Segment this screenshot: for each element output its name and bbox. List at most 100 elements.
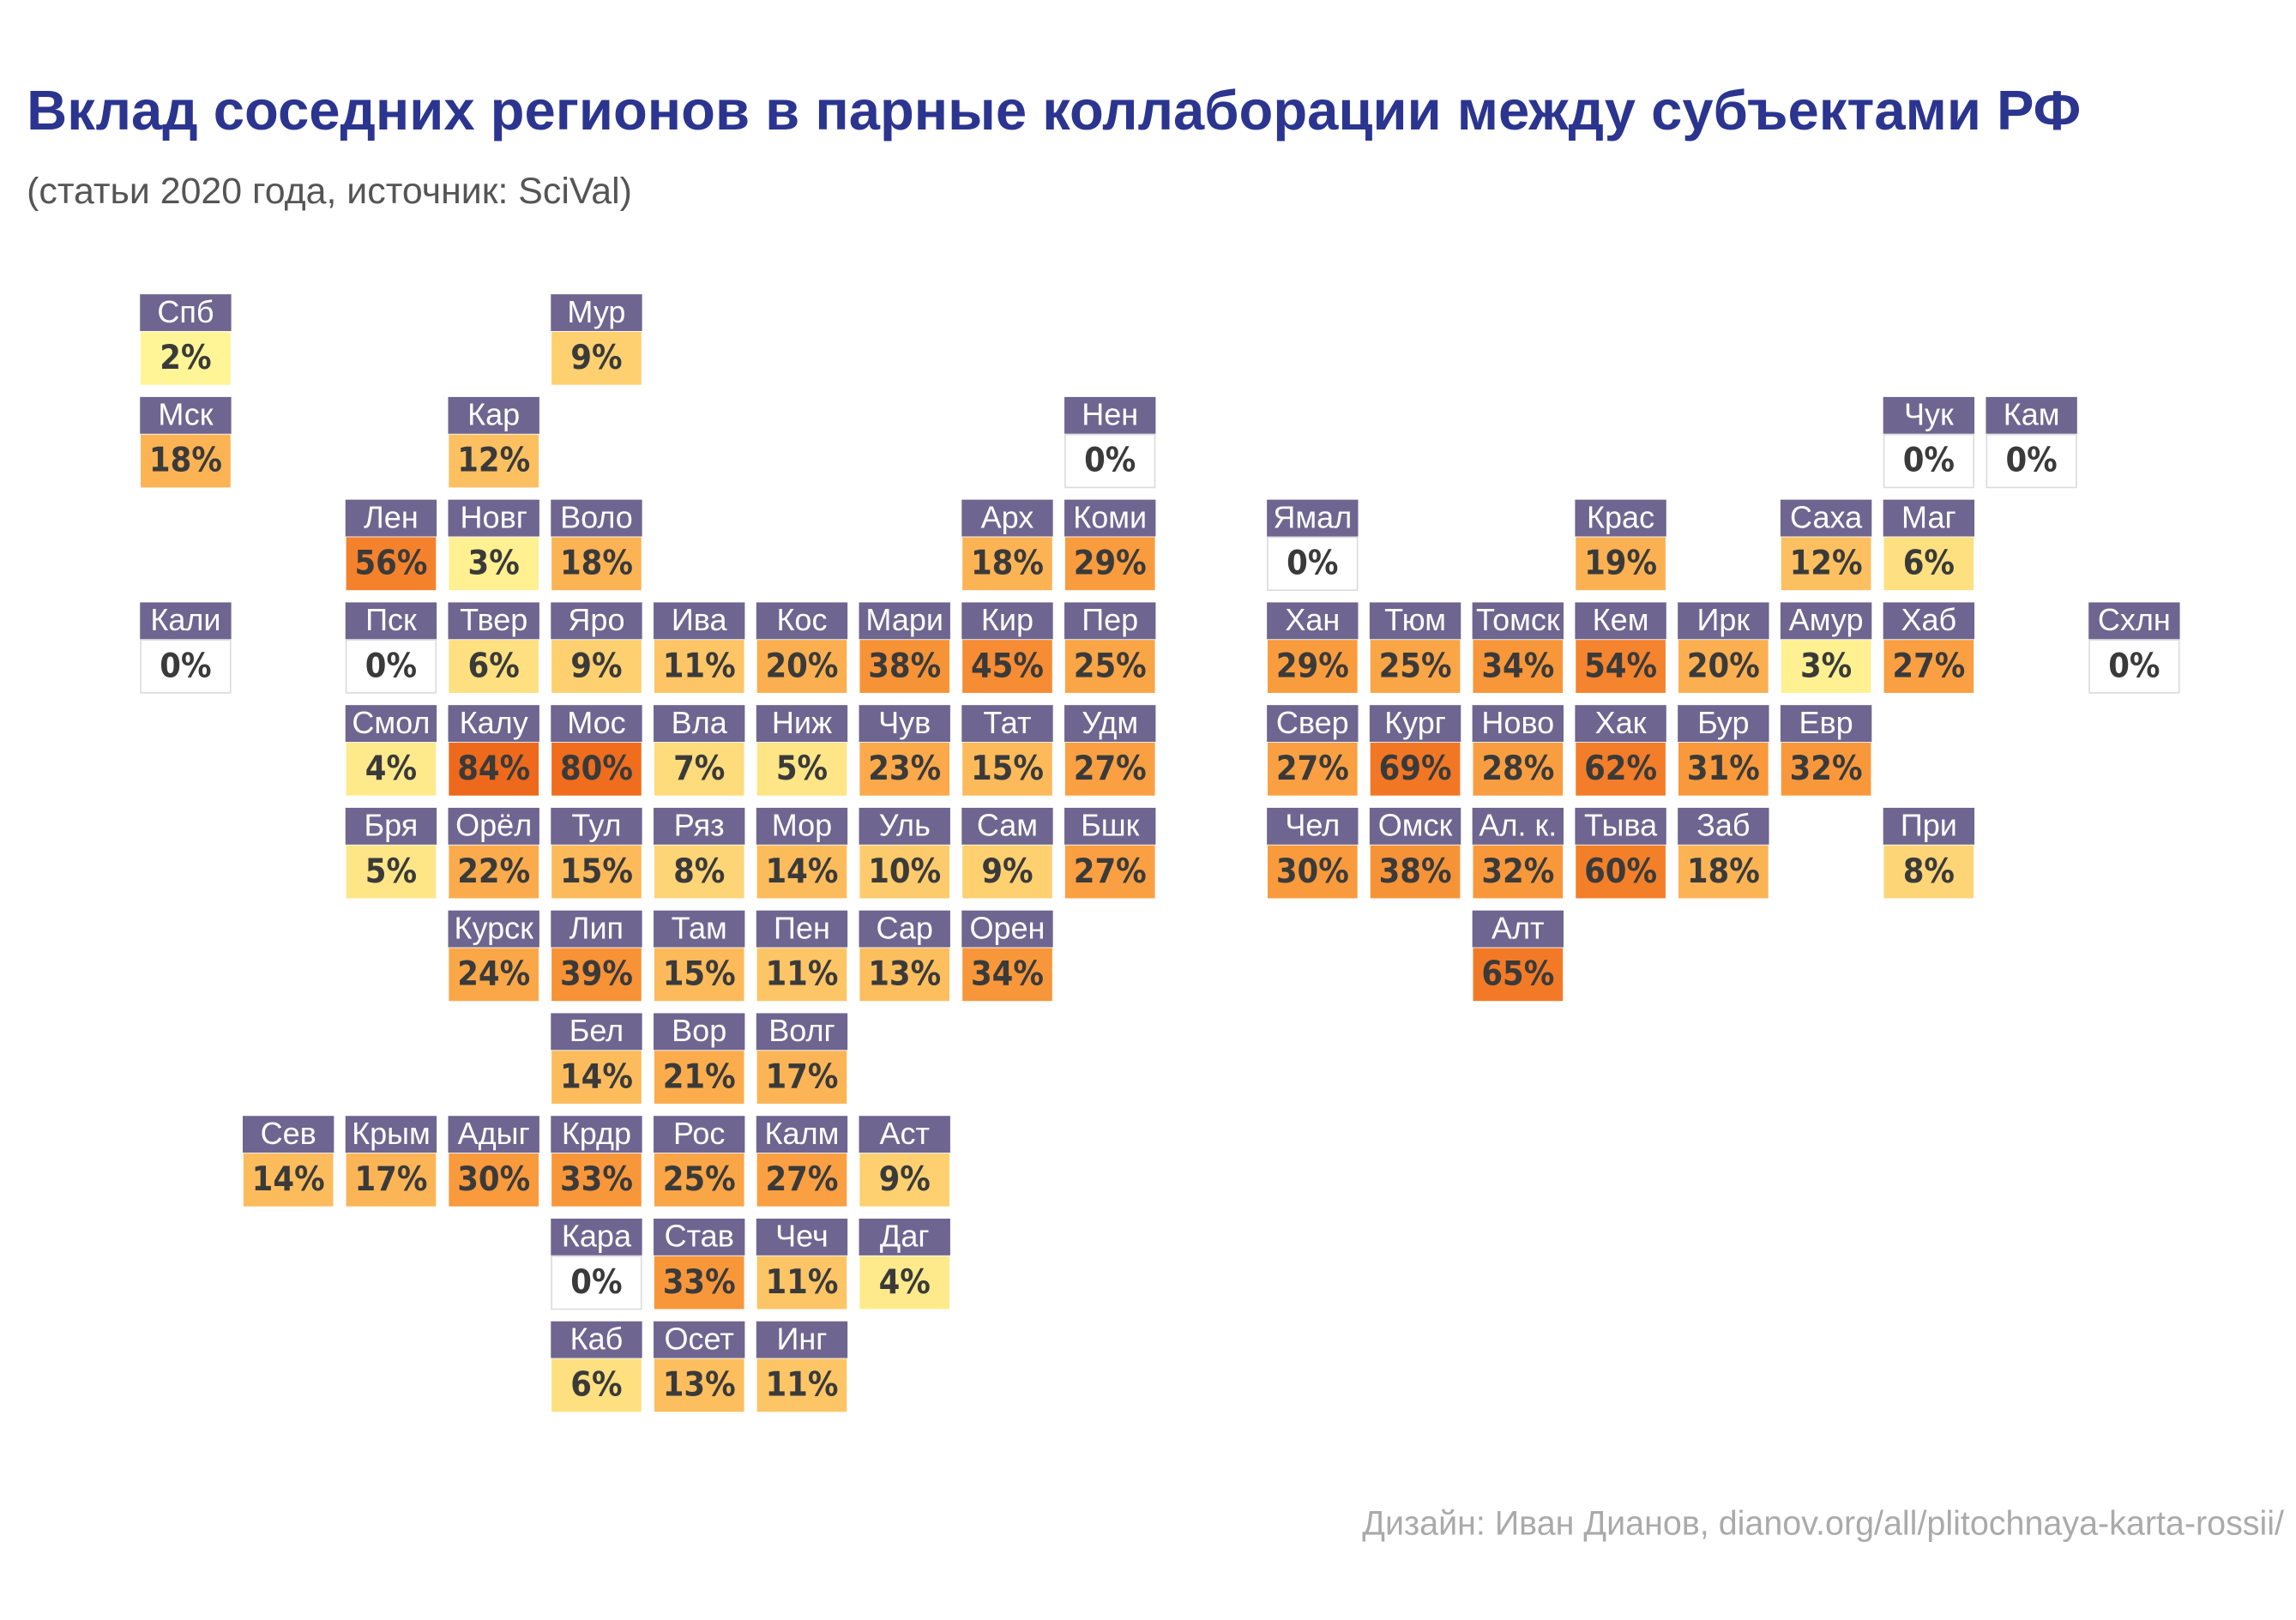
tile-value [1576,537,1666,591]
tile-header [859,807,950,845]
tile-header [242,1116,334,1153]
region-name: Евр [1799,705,1853,740]
tile-header [448,396,539,434]
value-label: 17% [765,1057,838,1096]
value-label: 0% [1084,441,1136,480]
tile-value [449,845,539,899]
value-label: 6% [468,646,520,685]
subtitle: (статьи 2020 года, источник: SciVal) [27,171,632,212]
tile-header [1064,499,1156,537]
tile-header [1780,602,1872,640]
tile-header [654,602,745,640]
value-label: 32% [1481,852,1554,891]
tile-value [449,948,539,1002]
tiles: Спб 2% Мур 9% Мск 18% Кар 12% Нен 0% Чук 0% Кам 0% Лен… [140,294,2180,1412]
tile-header [961,602,1053,640]
region-name: Нен [1082,397,1138,432]
region-name: Мос [567,705,625,740]
tile-value [1370,845,1461,899]
tile-value [756,1153,847,1207]
tile-value [756,948,847,1002]
region-name: Омск [1378,808,1453,843]
tile-header [1064,396,1156,434]
region-name: Калм [765,1116,840,1151]
value-label: 12% [1790,544,1863,583]
tile-value [243,1153,334,1207]
tile-header [1369,705,1461,743]
tile-value [654,742,744,796]
tile-header [551,1013,642,1051]
tile-value [654,948,744,1002]
tile-value [859,845,950,899]
region-name: Бел [569,1013,624,1048]
tile-value [654,1358,744,1412]
value-label: 3% [468,544,520,583]
region-name: Лип [569,910,624,945]
tile-value [141,434,231,488]
tile-value [1267,742,1358,796]
tile-header [1472,910,1564,948]
value-label: 0% [160,646,211,685]
tile-header [448,499,539,537]
tile-value [1370,742,1461,796]
tile-header [859,1218,950,1256]
value-label: 5% [776,749,828,788]
tile-header [756,602,848,640]
value-label: 11% [765,1262,838,1302]
value-label: 27% [765,1159,838,1199]
tile-value [1064,742,1155,796]
region-name: Ново [1481,705,1554,740]
region-name: Крас [1587,499,1654,534]
value-label: 30% [1276,852,1349,891]
value-label: 22% [457,852,530,891]
tile-value [756,1256,847,1310]
value-label: 9% [570,338,622,377]
region-name: Кург [1384,705,1446,740]
tile-value [962,640,1052,693]
tile-header [1267,602,1359,640]
value-label: 38% [1379,852,1452,891]
region-name: Осет [665,1321,734,1356]
tile-value [449,742,539,796]
tile-header [756,910,848,948]
tile-header [551,294,642,332]
tile-header [756,705,848,743]
tile-value [1267,536,1359,592]
value-label: 13% [868,955,941,994]
value-label: 3% [1800,646,1852,685]
tile-value [1781,537,1871,591]
region-name: Мари [865,602,943,637]
region-name: Тыва [1584,808,1658,843]
title: Вклад соседних регионов в парные коллабо… [27,79,2081,142]
region-name: Орен [969,910,1045,945]
tile-header [859,602,950,640]
value-label: 10% [868,852,941,891]
tile-value [962,742,1052,796]
value-label: 14% [560,1057,633,1096]
value-label: 80% [560,749,633,788]
tile-header [1472,602,1564,640]
region-name: Чув [878,705,931,740]
region-name: Амур [1789,602,1864,637]
tile-header [859,1116,950,1153]
tile-header [961,807,1053,845]
region-name: Каб [570,1321,624,1356]
tile-value [1267,640,1358,693]
tile-header [756,1321,848,1358]
tile-header [1780,705,1872,743]
value-label: 15% [971,749,1044,788]
value-label: 18% [560,544,633,583]
tile-header [1575,705,1666,743]
region-name: Мор [772,808,832,843]
region-name: Бря [365,808,419,843]
tile-header [961,499,1053,537]
value-label: 8% [673,852,725,891]
region-name: Бур [1697,705,1749,740]
value-label: 30% [457,1159,530,1199]
tile-header [345,602,437,640]
value-label: 27% [1276,749,1349,788]
tile-value [859,1153,950,1207]
value-label: 13% [663,1365,736,1405]
tile-header [2088,602,2180,640]
